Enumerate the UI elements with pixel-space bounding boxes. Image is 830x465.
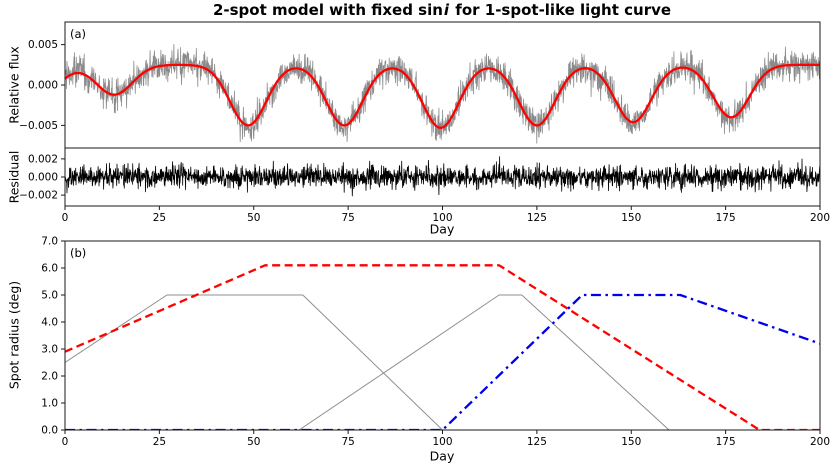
residual-y-ticks: 0.002 0.000 −0.002 [19, 153, 65, 202]
x-tick-label: 100 [432, 436, 452, 448]
spot-radius-series-group [65, 264, 820, 430]
y-axis-label-relative-flux: Relative flux [6, 46, 22, 124]
x-tick-label: 125 [527, 212, 547, 224]
panel-a-label: (a) [70, 27, 87, 41]
x-tick-label: 125 [527, 436, 547, 448]
spot-radius-fitted-spot-1-line [65, 264, 820, 430]
chart-title-post: for 1-spot-like light curve [450, 1, 672, 19]
x-tick-label: 175 [716, 212, 736, 224]
y-tick-label: 0.000 [28, 172, 58, 184]
spot-radius-frame [64, 240, 821, 431]
y-tick-label: 0.000 [28, 80, 58, 92]
x-tick-label: 200 [810, 212, 830, 224]
x-tick-label: 75 [341, 212, 354, 224]
y-tick-label: 1.0 [41, 398, 58, 410]
x-tick-label: 0 [62, 436, 69, 448]
y-axis-label-spot-radius: Spot radius (deg) [6, 280, 22, 390]
x-tick-label: 100 [432, 212, 452, 224]
panel-b-label: (b) [70, 246, 87, 260]
residual-x-ticks: 0 25 50 75 100 125 150 175 200 [62, 206, 830, 224]
x-tick-label: 150 [621, 212, 641, 224]
spot-radius-injected-spot-2-line [65, 294, 820, 430]
chart-title: 2-spot model with fixed sini for 1-spot-… [213, 1, 671, 19]
y-tick-label: 5.0 [41, 290, 58, 302]
lightcurve-y-ticks: 0.005 0.000 −0.005 [19, 39, 65, 132]
residual-series-group [65, 156, 820, 197]
x-tick-label: 0 [62, 212, 69, 224]
spot-radius-injected-spot-1-line [65, 294, 820, 430]
y-tick-label: 4.0 [41, 317, 58, 329]
lightcurve-observed-flux-line [65, 44, 820, 144]
y-tick-label: 0.005 [28, 39, 58, 51]
y-tick-label: 7.0 [41, 236, 58, 248]
y-tick-label: 6.0 [41, 263, 58, 275]
x-tick-label: 25 [153, 436, 166, 448]
spot-radius-fitted-spot-2-line [65, 293, 820, 430]
x-tick-label: 175 [716, 436, 736, 448]
y-axis-label-residual: Residual [6, 150, 22, 204]
x-tick-label: 150 [621, 436, 641, 448]
y-tick-label: −0.002 [19, 190, 58, 202]
y-tick-label: −0.005 [19, 120, 58, 132]
lightcurve-series-group [65, 44, 820, 144]
chart-title-pre: 2-spot model with fixed sin [212, 1, 443, 19]
y-tick-label: 2.0 [41, 371, 58, 383]
y-tick-label: 0.0 [41, 425, 58, 437]
x-tick-label: 25 [153, 212, 166, 224]
spot-radius-y-ticks: 0.0 1.0 2.0 3.0 4.0 5.0 6.0 7.0 [41, 236, 65, 437]
y-tick-label: 3.0 [41, 344, 58, 356]
x-tick-label: 50 [247, 436, 260, 448]
spot-radius-x-ticks: 0 25 50 75 100 125 150 175 200 [62, 430, 830, 448]
x-axis-label-day-top: Day [429, 221, 455, 237]
x-axis-label-day-bottom: Day [429, 448, 455, 464]
x-tick-label: 50 [247, 212, 260, 224]
x-tick-label: 75 [341, 436, 354, 448]
residual-residual-noise-line [65, 156, 820, 197]
x-tick-label: 200 [810, 436, 830, 448]
y-tick-label: 0.002 [28, 153, 58, 165]
chart-title-italic-i: i [443, 1, 450, 19]
lightcurve-model-flux-line [65, 63, 820, 129]
